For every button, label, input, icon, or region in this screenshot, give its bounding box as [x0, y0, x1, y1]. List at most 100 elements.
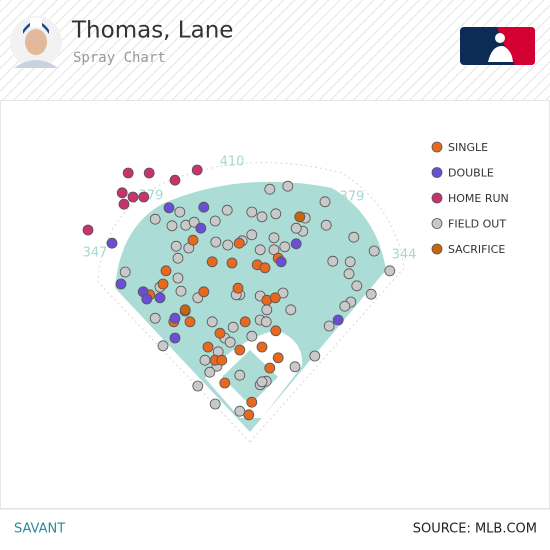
point [282, 180, 294, 192]
chart-title: Thomas, Lane [71, 18, 233, 44]
point [204, 366, 216, 378]
point [163, 202, 175, 214]
point [344, 256, 356, 268]
footer-right: SOURCE: MLB.COM [413, 522, 537, 537]
point [259, 262, 271, 274]
legend-label: FIELD OUT [448, 218, 506, 231]
point [279, 241, 291, 253]
fence-label: 344 [392, 248, 417, 263]
point [268, 232, 280, 244]
point [254, 244, 266, 256]
point [365, 288, 377, 300]
point [166, 220, 178, 232]
point [234, 344, 246, 356]
point [199, 354, 211, 366]
point [226, 257, 238, 269]
point [327, 255, 339, 267]
point [290, 222, 302, 234]
point [294, 211, 306, 223]
point [169, 174, 181, 186]
legend-label: DOUBLE [448, 167, 494, 180]
point [175, 285, 187, 297]
point [202, 341, 214, 353]
infield-grass [222, 350, 278, 405]
point [246, 229, 258, 241]
legend-label: SINGLE [448, 141, 488, 154]
point [143, 167, 155, 179]
point [256, 376, 268, 388]
point [343, 268, 355, 280]
point [232, 282, 244, 294]
point [216, 354, 228, 366]
point [368, 245, 380, 257]
point [309, 350, 321, 362]
point [289, 361, 301, 373]
point [122, 167, 134, 179]
point [222, 239, 234, 251]
point [206, 316, 218, 328]
point [160, 265, 172, 277]
outer-boundary [97, 162, 405, 443]
point [206, 256, 218, 268]
point [119, 266, 131, 278]
point [210, 236, 222, 248]
point [269, 292, 281, 304]
point [320, 219, 332, 231]
point [239, 316, 251, 328]
legend-label: HOME RUN [448, 192, 509, 205]
point [191, 164, 203, 176]
point [118, 198, 130, 210]
mlb-logo [460, 27, 535, 65]
point [323, 320, 335, 332]
point [141, 293, 153, 305]
chart-subtitle: Spray Chart [73, 50, 166, 66]
point [270, 208, 282, 220]
point [184, 316, 196, 328]
point [256, 341, 268, 353]
point [172, 252, 184, 264]
point [332, 314, 344, 326]
point [264, 183, 276, 195]
point [221, 204, 233, 216]
point [224, 336, 236, 348]
point [198, 201, 210, 213]
legend: SINGLE DOUBLE HOME RUN FIELD OUT SACRIFICE [431, 141, 509, 256]
point [170, 240, 182, 252]
point [227, 321, 239, 333]
point [290, 238, 302, 250]
point [246, 396, 258, 408]
legend-swatch [431, 167, 443, 178]
point [348, 231, 360, 243]
point [169, 332, 181, 344]
point [256, 211, 268, 223]
legend-swatch [431, 243, 443, 255]
point [157, 278, 169, 290]
point [198, 286, 210, 298]
point [319, 196, 331, 208]
point [174, 206, 186, 218]
point [351, 280, 363, 292]
point [234, 369, 246, 381]
field [115, 181, 386, 432]
point [384, 265, 396, 277]
point [209, 398, 221, 410]
legend-swatch [431, 192, 443, 204]
point [261, 304, 273, 316]
point [172, 272, 184, 284]
point [149, 213, 161, 225]
point [233, 237, 245, 249]
fence-label: 379 [340, 190, 365, 205]
point [179, 304, 191, 316]
point [272, 352, 284, 364]
points [82, 164, 396, 421]
point [260, 316, 272, 328]
point [115, 278, 127, 290]
legend-swatch [431, 218, 443, 229]
point [277, 287, 289, 299]
legend-label: SACRIFICE [448, 243, 505, 256]
point [264, 362, 276, 374]
point [138, 191, 150, 203]
point [268, 244, 280, 256]
point [246, 330, 258, 342]
point [246, 206, 258, 218]
